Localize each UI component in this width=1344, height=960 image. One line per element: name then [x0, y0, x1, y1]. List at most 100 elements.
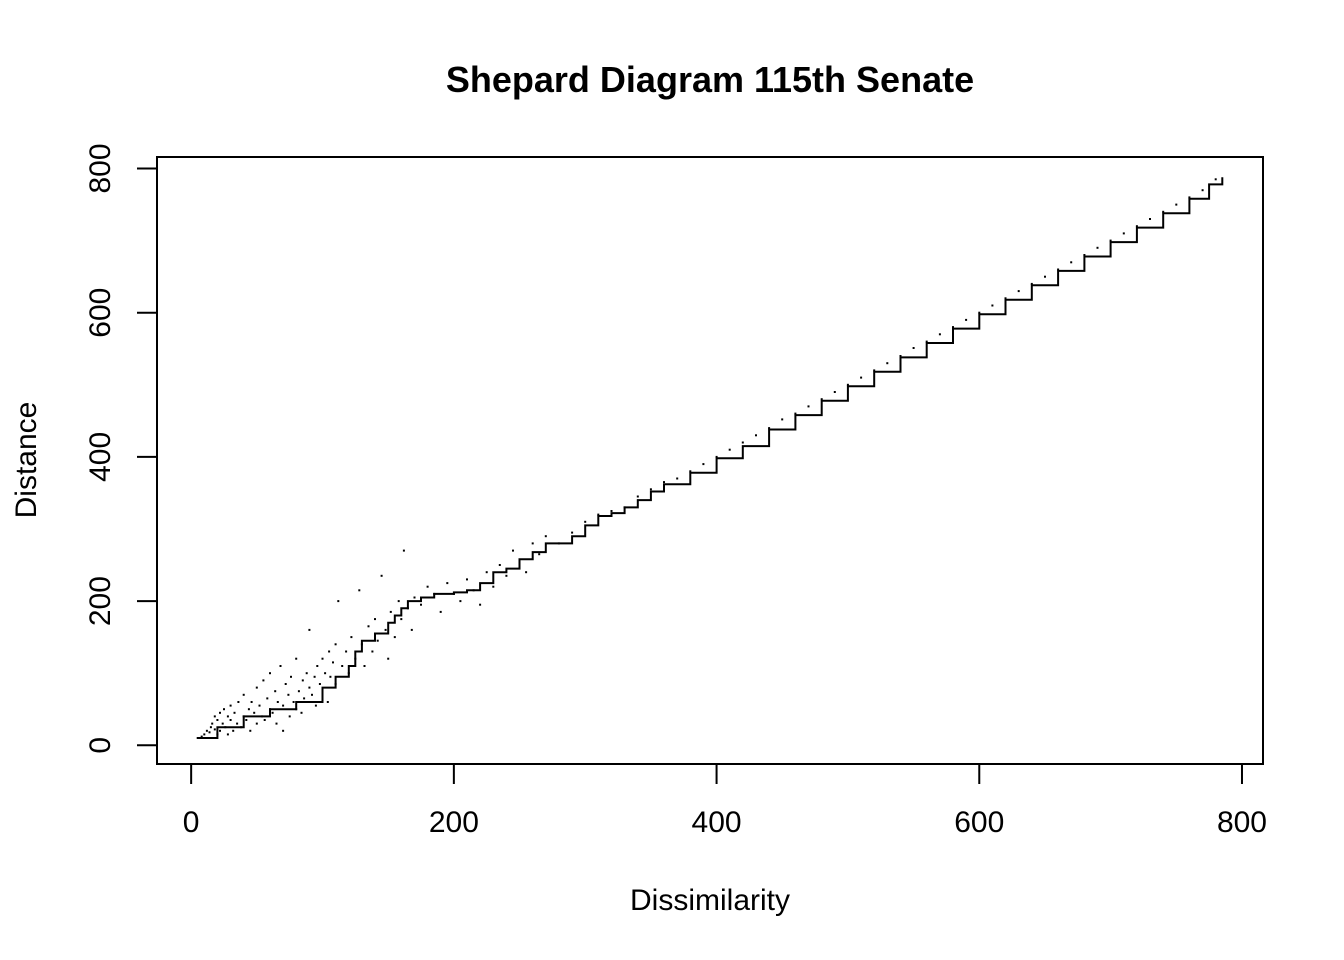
data-point: [337, 600, 340, 603]
data-point: [741, 441, 744, 444]
y-tick-label: 800: [84, 143, 117, 193]
data-point: [466, 578, 468, 581]
data-point: [211, 722, 214, 725]
y-tick-label: 200: [84, 576, 117, 626]
data-point: [938, 333, 941, 336]
data-point: [374, 618, 376, 621]
data-point: [208, 731, 211, 734]
data-point: [313, 675, 316, 678]
data-point: [274, 690, 277, 693]
data-point: [213, 715, 216, 718]
data-point: [689, 470, 692, 473]
data-point: [311, 693, 313, 696]
data-point: [439, 610, 442, 613]
data-point: [899, 355, 902, 357]
data-point: [269, 672, 271, 675]
x-tick-label: 0: [183, 806, 200, 839]
y-tick-label: 400: [84, 432, 117, 482]
data-point: [1122, 232, 1125, 235]
data-point: [389, 610, 392, 613]
data-point: [275, 722, 278, 725]
data-point: [219, 729, 221, 732]
data-point: [459, 600, 462, 603]
data-point: [873, 369, 876, 372]
data-point: [223, 708, 225, 711]
data-point: [226, 733, 229, 736]
data-point: [1175, 203, 1178, 206]
data-point: [1030, 282, 1033, 285]
data-point: [446, 582, 449, 585]
data-point: [728, 448, 731, 451]
data-point: [226, 715, 229, 718]
data-point: [544, 535, 547, 538]
data-point: [305, 672, 308, 675]
y-axis: 0 200 400 600 800: [84, 143, 158, 754]
data-point: [363, 665, 366, 667]
data-point: [242, 693, 245, 696]
data-point: [328, 650, 331, 653]
data-point: [216, 719, 219, 721]
data-point: [676, 477, 679, 480]
data-point: [318, 683, 321, 685]
data-point: [702, 463, 705, 466]
data-point: [912, 347, 915, 349]
data-point: [282, 729, 285, 732]
data-point: [663, 481, 665, 484]
data-point: [610, 510, 613, 512]
data-point: [367, 625, 370, 628]
data-point: [492, 585, 495, 588]
data-point: [213, 728, 216, 731]
data-point: [597, 513, 600, 516]
data-point: [781, 418, 784, 421]
data-point: [538, 553, 541, 556]
data-point: [1162, 210, 1165, 213]
data-point: [584, 520, 587, 523]
data-point: [1004, 297, 1007, 300]
data-point: [253, 711, 256, 714]
data-point: [292, 701, 295, 703]
data-point: [1109, 239, 1112, 242]
data-point: [1057, 268, 1060, 271]
data-point: [1149, 218, 1151, 220]
data-point: [287, 693, 290, 696]
data-point: [341, 665, 344, 667]
data-point: [358, 589, 361, 592]
data-point: [262, 679, 265, 682]
data-point: [886, 362, 889, 365]
data-point: [402, 549, 405, 552]
data-point: [282, 704, 285, 707]
data-point: [505, 574, 508, 577]
y-tick-label: 0: [84, 737, 117, 754]
data-point: [232, 729, 235, 732]
data-point: [258, 704, 261, 707]
data-point: [978, 311, 981, 314]
data-point: [498, 564, 501, 566]
data-point: [334, 643, 337, 646]
data-point: [965, 318, 968, 321]
x-tick-label: 800: [1217, 806, 1267, 839]
data-point: [297, 690, 300, 693]
data-point: [636, 495, 639, 498]
data-point: [205, 729, 208, 732]
data-point: [384, 628, 387, 631]
data-point: [276, 701, 279, 703]
data-point: [255, 686, 258, 689]
data-point: [420, 603, 422, 606]
data-point: [345, 650, 348, 653]
data-point: [326, 701, 329, 703]
data-point: [380, 574, 383, 577]
data-point: [314, 704, 317, 707]
x-axis: 0 200 400 600 800: [183, 763, 1267, 839]
data-point: [209, 726, 212, 729]
data-point: [236, 722, 239, 725]
data-point: [203, 733, 206, 736]
step-line: [197, 177, 1224, 739]
data-point: [1044, 275, 1046, 278]
data-point: [715, 455, 718, 458]
data-point: [245, 719, 248, 721]
data-point: [295, 657, 298, 660]
data-point: [350, 636, 353, 639]
data-point: [308, 686, 311, 689]
data-point: [290, 675, 292, 678]
data-point: [426, 585, 429, 588]
